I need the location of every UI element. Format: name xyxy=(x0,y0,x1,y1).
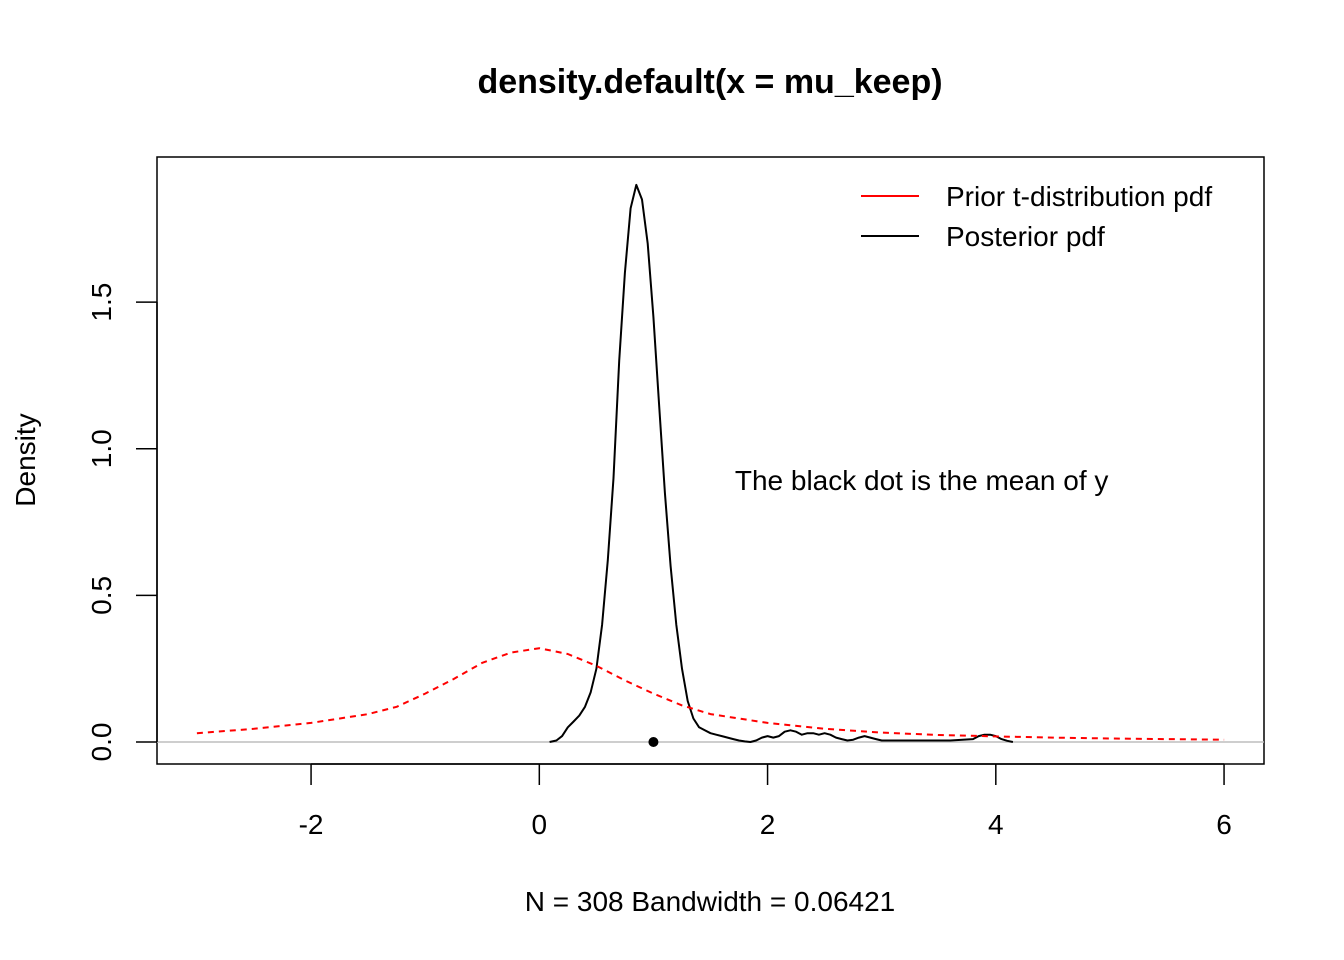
x-tick-label: 2 xyxy=(760,809,776,840)
annotation-text: The black dot is the mean of y xyxy=(735,465,1109,496)
y-tick-label: 0.0 xyxy=(86,723,117,762)
chart-title: density.default(x = mu_keep) xyxy=(477,63,942,101)
series-line-posterior-pdf xyxy=(549,183,1014,743)
y-tick-label: 0.5 xyxy=(86,576,117,615)
y-tick-label: 1.0 xyxy=(86,429,117,468)
x-axis: -2 0 2 4 6 xyxy=(299,763,1232,840)
y-tick-label: 1.5 xyxy=(86,283,117,322)
series-line-prior-t-distribution-pdf xyxy=(196,647,1225,741)
y-axis-label: Density xyxy=(10,413,41,506)
legend-label: Prior t-distribution pdf xyxy=(946,181,1212,212)
mean-of-y-point xyxy=(648,737,659,748)
x-tick-label: -2 xyxy=(299,809,324,840)
x-tick-label: 6 xyxy=(1216,809,1232,840)
legend-label: Posterior pdf xyxy=(946,221,1105,252)
x-axis-label: N = 308 Bandwidth = 0.06421 xyxy=(525,886,896,917)
legend: Prior t-distribution pdf Posterior pdf xyxy=(861,181,1212,252)
x-tick-label: 0 xyxy=(532,809,548,840)
x-tick-label: 4 xyxy=(988,809,1004,840)
series-group xyxy=(196,183,1225,743)
y-axis: 0.0 0.5 1.0 1.5 xyxy=(86,283,158,762)
